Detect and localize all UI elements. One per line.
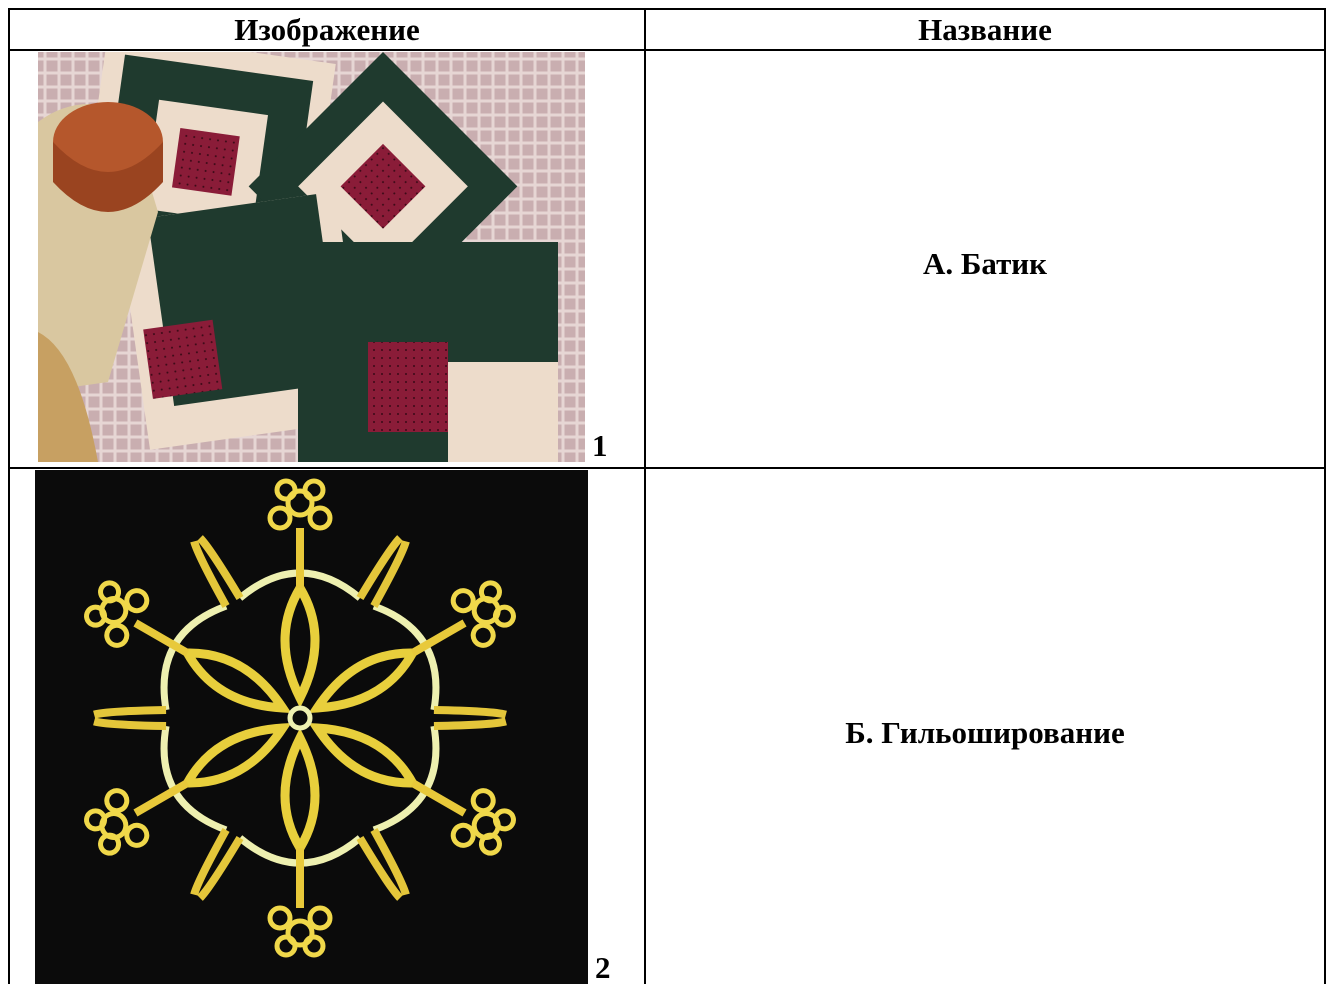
border <box>8 8 1326 10</box>
image-number: 2 <box>595 950 611 985</box>
header-cell: Изображение <box>234 12 420 47</box>
header-cell: Название <box>918 12 1052 47</box>
cell-text: Б. Гильоширование <box>845 715 1125 750</box>
cell-text: А. Батик <box>922 246 1048 281</box>
border <box>644 8 646 984</box>
image-number: 1 <box>592 428 608 463</box>
border <box>1324 8 1326 984</box>
border <box>8 8 10 984</box>
border <box>8 467 1326 469</box>
border <box>8 49 1326 51</box>
lace-image <box>35 470 588 984</box>
quilt-image <box>38 52 585 462</box>
